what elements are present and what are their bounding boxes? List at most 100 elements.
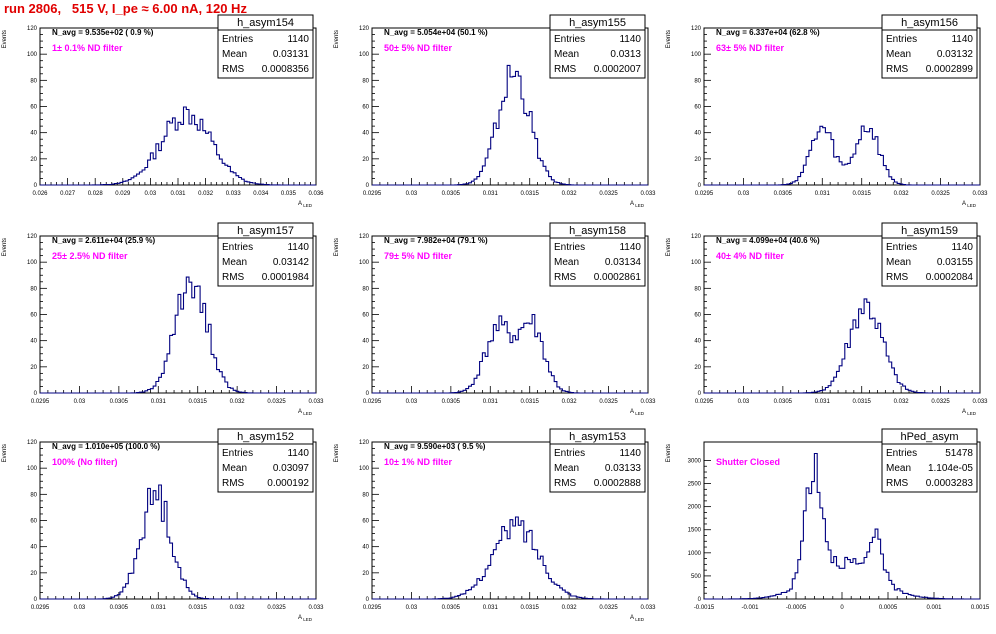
y-tick-label: 40	[694, 131, 701, 137]
y-tick-label: 60	[30, 313, 37, 319]
x-tick-label: 0.031	[815, 191, 831, 197]
y-tick-label: 80	[30, 78, 37, 84]
x-tick-label: 0.0315	[853, 191, 872, 197]
stats-box: h_asym153 Entries 1140 Mean 0.03133 RMS 0.0002…	[549, 428, 646, 493]
page-title: run 2806, 515 V, I_pe ≈ 6.00 nA, 120 Hz	[4, 1, 247, 16]
y-tick-label: 80	[30, 286, 37, 292]
stat-key-entries: Entries	[886, 448, 917, 459]
histogram-panel-hPed_asym: 0 500 1000 1500 2000 2500 3000 -0.0015 -0.001 -0.…	[666, 428, 990, 611]
stat-key-mean: Mean	[886, 49, 911, 60]
y-tick-label: 60	[694, 313, 701, 319]
filter-label: 10± 1% ND filter	[384, 457, 452, 467]
y-tick-label: 120	[359, 234, 370, 240]
stat-key-mean: Mean	[222, 49, 247, 60]
x-tick-label: 0.027	[60, 191, 76, 197]
x-axis-title: A LED	[298, 615, 313, 622]
x-tick-label: 0.03	[406, 399, 418, 405]
stat-key-rms: RMS	[886, 64, 909, 75]
stat-key-rms: RMS	[222, 272, 245, 283]
y-tick-label: 0	[34, 391, 38, 397]
stat-value-rms: 0.0002007	[594, 64, 642, 75]
x-tick-label: 0.0305	[110, 605, 129, 611]
x-tick-label: -0.0005	[786, 605, 807, 611]
stat-key-rms: RMS	[554, 64, 577, 75]
x-tick-label: 0.031	[815, 399, 831, 405]
stat-value-mean: 0.03142	[273, 257, 310, 268]
stat-value-entries: 1140	[619, 448, 641, 459]
x-tick-label: 0.033	[640, 399, 656, 405]
y-tick-label: 120	[27, 26, 38, 32]
y-tick-label: 80	[694, 78, 701, 84]
x-tick-label: 0.001	[926, 605, 942, 611]
stat-value-mean: 0.03134	[605, 257, 642, 268]
y-tick-label: 100	[359, 260, 370, 266]
y-tick-label: 100	[691, 260, 702, 266]
stat-key-entries: Entries	[554, 242, 585, 253]
x-tick-label: 0.032	[562, 605, 578, 611]
n-avg-label: N_avg = 7.982e+04 (79.1 %)	[384, 236, 488, 245]
histogram-panel-h_asym156: 0 20 40 60 80 100 120 0.0295 0.03 0.0305 0.031 0.03…	[666, 14, 988, 208]
stat-key-rms: RMS	[222, 64, 245, 75]
stat-key-rms: RMS	[222, 478, 245, 489]
x-tick-label: 0.0325	[267, 399, 286, 405]
histogram-panel-h_asym152: 0 20 40 60 80 100 120 0.0295 0.03 0.0305 0.031 0.03…	[2, 428, 324, 622]
x-axis-title: A LED	[298, 201, 313, 208]
y-axis-title: Events	[334, 444, 340, 462]
y-tick-label: 0	[366, 391, 370, 397]
stat-value-mean: 0.03155	[937, 257, 974, 268]
stat-value-rms: 0.0002899	[926, 64, 974, 75]
stat-value-entries: 1140	[619, 242, 641, 253]
y-tick-label: 40	[30, 339, 37, 345]
histogram-series-h_asym159	[704, 298, 980, 394]
histogram-name: h_asym155	[569, 17, 626, 29]
n-avg-label: N_avg = 1.010e+05 (100.0 %)	[52, 442, 160, 451]
stats-box: h_asym157 Entries 1140 Mean 0.03142 RMS 0.0001…	[217, 222, 314, 287]
x-tick-label: 0.033	[308, 399, 324, 405]
y-tick-label: 20	[30, 571, 37, 577]
x-tick-label: 0.0305	[442, 399, 461, 405]
y-tick-label: 40	[694, 339, 701, 345]
histogram-panel-h_asym159: 0 20 40 60 80 100 120 0.0295 0.03 0.0305 0.031 0.03…	[666, 222, 988, 416]
x-tick-label: 0.032	[230, 399, 246, 405]
y-tick-label: 20	[30, 157, 37, 163]
histogram-panel-h_asym153: 0 20 40 60 80 100 120 0.0295 0.03 0.0305 0.031 0.03…	[334, 428, 656, 622]
y-tick-label: 0	[34, 597, 38, 603]
stat-key-mean: Mean	[886, 463, 911, 474]
y-tick-label: 500	[691, 574, 702, 580]
y-tick-label: 20	[362, 571, 369, 577]
x-tick-label: 0.029	[115, 191, 131, 197]
y-tick-label: 40	[362, 339, 369, 345]
x-tick-label: 0.0295	[363, 191, 382, 197]
x-tick-label: 0.034	[253, 191, 269, 197]
histogram-name: h_asym152	[237, 431, 294, 443]
y-tick-label: 100	[27, 52, 38, 58]
x-tick-label: 0.03	[406, 191, 418, 197]
y-tick-label: 20	[30, 365, 37, 371]
filter-label: 100% (No filter)	[52, 457, 118, 467]
histogram-name: h_asym159	[901, 225, 958, 237]
y-tick-label: 80	[362, 78, 369, 84]
x-tick-label: 0.032	[894, 191, 910, 197]
y-tick-label: 20	[694, 365, 701, 371]
stat-value-entries: 1140	[619, 34, 641, 45]
y-tick-label: 120	[27, 440, 38, 446]
filter-label: 25± 2.5% ND filter	[52, 251, 128, 261]
y-tick-label: 80	[362, 286, 369, 292]
x-axis-title: A LED	[962, 201, 977, 208]
y-tick-label: 100	[359, 52, 370, 58]
stats-box: h_asym159 Entries 1140 Mean 0.03155 RMS 0.0002…	[881, 222, 978, 287]
y-tick-label: 20	[694, 157, 701, 163]
stat-value-rms: 0.0002888	[594, 478, 642, 489]
stat-key-rms: RMS	[554, 478, 577, 489]
x-tick-label: 0.0315	[521, 191, 540, 197]
x-tick-label: -0.0015	[694, 605, 715, 611]
stat-value-mean: 0.03132	[937, 49, 974, 60]
y-tick-label: 40	[30, 545, 37, 551]
x-tick-label: 0.033	[972, 399, 988, 405]
filter-label: 40± 4% ND filter	[716, 251, 784, 261]
x-tick-label: 0.0305	[110, 399, 129, 405]
y-tick-label: 40	[30, 131, 37, 137]
stats-box: h_asym152 Entries 1140 Mean 0.03097 RMS 0.0001…	[217, 428, 314, 493]
x-tick-label: 0.033	[640, 605, 656, 611]
stats-box: h_asym156 Entries 1140 Mean 0.03132 RMS 0.0002…	[881, 14, 978, 79]
